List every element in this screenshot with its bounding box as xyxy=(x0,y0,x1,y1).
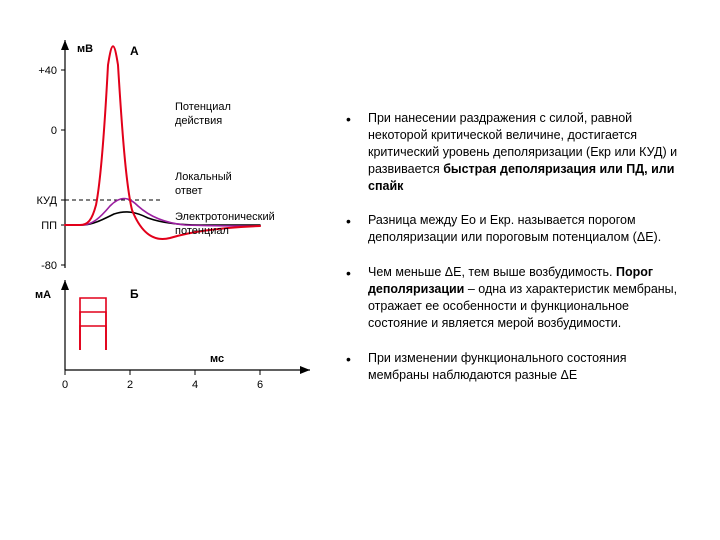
membrane-potential-chart: мВ +40 0 КУД ПП -80 Потенциал действия Локальный… xyxy=(10,10,330,430)
page-root: мВ +40 0 КУД ПП -80 Потенциал действия Локальный… xyxy=(0,0,720,540)
x-tick-label: 0 xyxy=(62,379,68,391)
y-tick-label: КУД xyxy=(37,195,58,207)
bullet-list: При нанесении раздражения с силой, равно… xyxy=(340,110,690,383)
panel-label-A: А xyxy=(130,44,139,58)
x-tick-label: 2 xyxy=(127,379,133,391)
stimulus-pulse xyxy=(80,298,106,350)
action-potential-label: Потенциал xyxy=(175,101,231,113)
electrotonic-label: Электротонический xyxy=(175,211,275,223)
x-tick-label: 6 xyxy=(257,379,263,391)
bullet-item: Чем меньше ΔЕ, тем выше возбудимость. По… xyxy=(340,264,690,332)
y-axis-A-arrow xyxy=(61,40,69,50)
local-response-label: Локальный xyxy=(175,171,232,183)
y-tick-label: ПП xyxy=(41,220,57,232)
x-axis-arrow xyxy=(300,366,310,374)
stimulus-pulse xyxy=(80,312,106,350)
x-axis-label: мс xyxy=(210,353,224,365)
y-tick-label: -80 xyxy=(41,260,57,272)
text-panel: При нанесении раздражения с силой, равно… xyxy=(330,10,710,530)
action-potential-label-2: действия xyxy=(175,115,222,127)
y-axis-B-arrow xyxy=(61,280,69,290)
electrotonic-label-2: потенциал xyxy=(175,225,229,237)
bullet-item: Разница между Ео и Екр. называется порог… xyxy=(340,212,690,246)
bullet-item: При изменении функционального состояния … xyxy=(340,350,690,384)
panel-label-B: Б xyxy=(130,287,139,301)
stimulus-pulse xyxy=(80,326,106,350)
y-tick-label: 0 xyxy=(51,125,57,137)
x-tick-label: 4 xyxy=(192,379,198,391)
y-tick-label: +40 xyxy=(38,65,57,77)
chart-panel: мВ +40 0 КУД ПП -80 Потенциал действия Локальный… xyxy=(10,10,330,530)
y-axis-B-label: мА xyxy=(35,289,51,301)
local-response-label-2: ответ xyxy=(175,185,202,197)
bullet-item: При нанесении раздражения с силой, равно… xyxy=(340,110,690,194)
y-axis-A-label: мВ xyxy=(77,43,93,55)
